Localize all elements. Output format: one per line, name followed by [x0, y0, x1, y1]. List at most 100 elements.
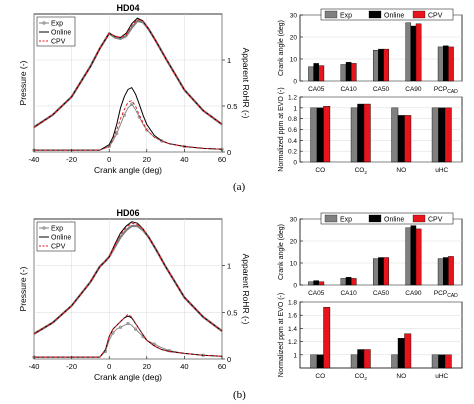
bar-no-online	[397, 338, 405, 369]
bar-pcp-cpv	[448, 256, 454, 286]
rohr-line-online	[34, 86, 223, 151]
bar-pcp-cpv	[448, 46, 454, 82]
rohr-line-cpv	[34, 313, 223, 358]
legend-swatch-cpv	[412, 10, 426, 19]
x-tick-label: -20	[66, 155, 77, 164]
legend-label-cpv: CPV	[428, 13, 443, 20]
legend: Exp Online CPV	[320, 212, 454, 225]
y-axis-label: Crank angle (deg)	[278, 20, 285, 76]
legend-swatch-online	[368, 214, 382, 223]
x-tick-label: PCPCAD	[434, 290, 458, 299]
bar-ca05-exp	[308, 66, 314, 82]
y2-tick-label: 0	[227, 355, 231, 364]
bar-ca10-exp	[340, 64, 347, 82]
bar-ca50-cpv	[383, 48, 389, 82]
bar-ca05-cpv	[318, 281, 325, 286]
legend: Exp Online CPV	[36, 221, 76, 252]
bar-ca10-online	[345, 277, 352, 286]
bar-ca10-exp	[340, 278, 347, 286]
legend-label-online: Online	[384, 13, 404, 20]
y2-tick-label: 0	[227, 148, 231, 157]
x-tick-label: CA10	[340, 290, 357, 297]
x-tick-label: 20	[143, 155, 151, 164]
legend-label-cpv: CPV	[428, 217, 443, 224]
bar-ca90-cpv	[415, 228, 422, 286]
x-tick-label: 20	[143, 362, 151, 371]
bar-co2-online	[357, 103, 365, 163]
x-tick-label: NO	[396, 167, 406, 174]
legend-marker-exp	[42, 21, 46, 25]
y2-tick-label: 0.5	[227, 102, 237, 111]
bar-co2-online	[357, 349, 365, 369]
bar-co-exp	[310, 107, 318, 163]
rohr-point-exp	[118, 325, 123, 329]
legend-box	[320, 212, 454, 225]
bar-co2-cpv	[363, 103, 371, 163]
bar-ca50-online	[378, 257, 384, 286]
y-tick-label: 20	[290, 239, 298, 246]
y-tick-label: 30	[290, 217, 298, 224]
y-tick-label: 1.4	[288, 326, 297, 333]
bar-co2-exp	[350, 107, 358, 163]
bar-ca90-online	[410, 25, 417, 82]
y-axis-label: Pressure (-)	[18, 266, 28, 311]
x-tick-label: uHC	[435, 373, 448, 380]
bar-ca05-cpv	[318, 65, 325, 82]
y-tick-label: 1	[293, 352, 297, 359]
bar-ca05-online	[313, 63, 319, 82]
legend-swatch-exp	[324, 214, 338, 223]
y-tick-label: 30	[290, 13, 298, 20]
y2-tick-label: 1	[227, 262, 231, 271]
x-tick-label: CO2	[355, 373, 368, 381]
bar-ca50-online	[378, 48, 384, 82]
bar-ca90-exp	[405, 227, 412, 286]
x-tick-label: 40	[180, 155, 188, 164]
bar-ca50-exp	[373, 50, 379, 82]
y-tick-label: 10	[290, 57, 298, 64]
y-tick-label: 0	[293, 160, 297, 167]
chart-HD04-crank-angles: 0 10 20 30 CA05 CA10 CA50 CA90 PCPCAD Crank angle…	[278, 8, 463, 95]
y-tick-label: 0	[293, 79, 297, 86]
bar-co2-exp	[350, 354, 358, 369]
legend: Exp Online CPV	[36, 16, 76, 47]
bar-uhc-online	[438, 107, 446, 163]
legend-swatch-cpv	[412, 214, 426, 223]
x-tick-label: CA90	[405, 290, 422, 297]
y2-axis-label: Apparent RoHR (-)	[241, 254, 251, 325]
x-axis-label: Crank angle (deg)	[94, 165, 162, 175]
bar-ca10-cpv	[350, 278, 357, 286]
x-tick-label: -20	[66, 362, 77, 371]
rohr-point-exp	[126, 321, 130, 326]
chart-HD06-crank-angles: 0 10 20 30 CA05 CA10 CA50 CA90 PCPCAD Crank angle…	[278, 212, 463, 299]
bar-uhc-cpv	[444, 354, 452, 369]
legend-marker-exp	[42, 226, 46, 230]
legend-label-exp: Exp	[340, 217, 352, 224]
x-tick-label: 60	[218, 362, 226, 371]
y-tick-label: 1.6	[288, 313, 297, 320]
bar-no-exp	[391, 107, 399, 163]
x-tick-label: CA10	[340, 86, 357, 93]
x-axis-label: Crank angle (deg)	[94, 372, 162, 382]
x-tick-label: 0	[107, 362, 111, 371]
legend-label-online: Online	[51, 30, 71, 37]
bar-ca50-exp	[373, 258, 379, 286]
y-tick-label: 1.8	[288, 300, 297, 307]
bar-uhc-exp	[431, 354, 439, 369]
bar-ca90-cpv	[415, 23, 422, 82]
bar-co-exp	[310, 354, 318, 369]
bar-ca10-online	[345, 62, 352, 82]
rohr-point-exp	[145, 128, 149, 132]
legend-label-online: Online	[384, 217, 404, 224]
y-axis-label: Pressure (-)	[18, 60, 28, 105]
rohr-point-exp	[133, 327, 138, 331]
chart-title: HD06	[116, 208, 139, 218]
x-tick-label: CA50	[373, 86, 390, 93]
bar-co-cpv	[323, 106, 331, 163]
bar-co-online	[316, 354, 324, 369]
y-tick-label: 0.6	[288, 127, 297, 134]
legend-label-cpv: CPV	[51, 244, 66, 251]
y-axis-label: Crank angle (deg)	[278, 224, 285, 280]
y2-axis-label: Apparent RoHR (-)	[241, 48, 251, 119]
bar-uhc-online	[438, 354, 446, 369]
x-tick-label: CA05	[308, 290, 325, 297]
